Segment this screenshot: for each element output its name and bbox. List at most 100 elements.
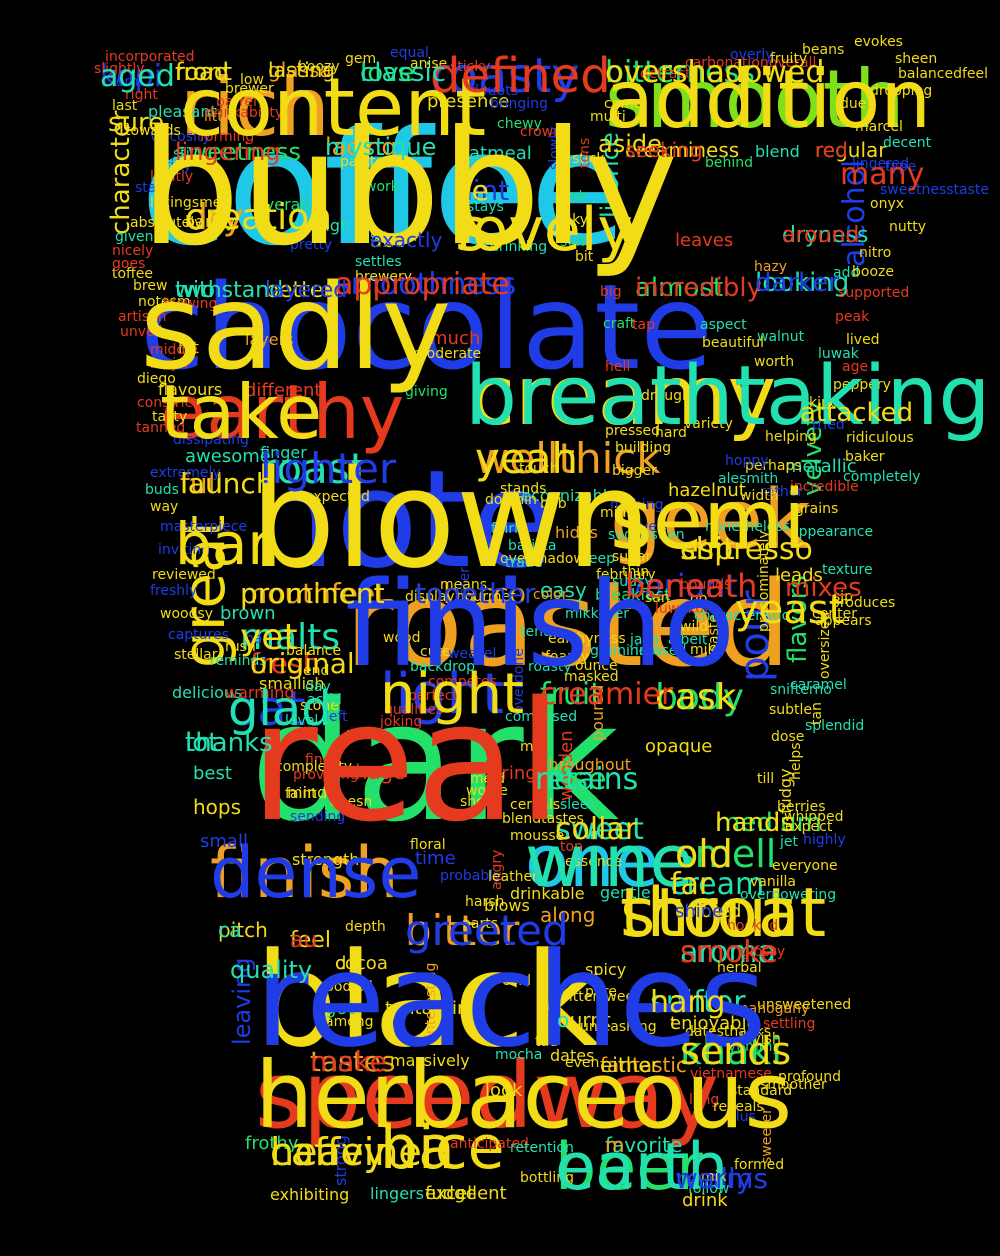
word-drink: drink bbox=[682, 1190, 728, 1211]
word-blend: blend bbox=[755, 142, 800, 161]
word-nothing: nothing bbox=[610, 497, 664, 513]
word-front: front bbox=[175, 58, 233, 86]
word-towards: towards bbox=[125, 123, 181, 139]
word-many: many bbox=[840, 157, 925, 192]
word-spicy: spicy bbox=[585, 960, 627, 979]
word-hops: hops bbox=[193, 795, 242, 819]
word-boozy: boozy bbox=[298, 59, 340, 75]
word-opaque: opaque bbox=[645, 736, 713, 757]
word-giving: giving bbox=[405, 384, 448, 400]
word-warms: warms bbox=[675, 1162, 768, 1195]
word-means: means bbox=[440, 577, 487, 593]
word-brewery: brewery bbox=[355, 269, 413, 285]
word-breakfast: breakfast bbox=[595, 585, 671, 604]
word-bar: bar bbox=[175, 510, 272, 578]
word-old: old bbox=[675, 832, 733, 876]
word-hooked: hooked bbox=[727, 918, 779, 934]
word-dropping: dropping bbox=[870, 83, 933, 99]
word-building: building bbox=[615, 440, 672, 456]
word-breathtaking: breathtaking bbox=[465, 349, 991, 444]
word-sheen: sheen bbox=[895, 51, 938, 67]
word-weasel: weasel bbox=[448, 646, 497, 662]
word-deep: deep bbox=[580, 551, 615, 567]
word-form: form bbox=[111, 74, 144, 90]
word-flavours: flavours bbox=[158, 380, 223, 399]
word-sweetnesstaste: sweetnesstaste bbox=[880, 182, 989, 198]
word-albeit: albeit bbox=[668, 632, 708, 648]
word-nitro: nitro bbox=[859, 245, 892, 261]
word-hoppy: hoppy bbox=[725, 453, 769, 469]
word-finger: finger bbox=[260, 443, 307, 462]
word-ca: ca bbox=[218, 918, 242, 942]
word-oat: oat bbox=[228, 681, 306, 737]
word-stout: stout bbox=[620, 874, 794, 953]
word-masterpiece: masterpiece bbox=[160, 519, 248, 535]
word-type: type bbox=[885, 159, 917, 175]
word-semi: semi bbox=[610, 473, 806, 568]
word-dryness: dryness bbox=[782, 223, 869, 248]
word-given: given bbox=[115, 229, 154, 245]
word-peppery: peppery bbox=[833, 377, 891, 393]
word-content: content bbox=[180, 61, 487, 154]
word-bitterness: bitterness bbox=[605, 55, 755, 90]
word-tan: tan bbox=[809, 702, 825, 725]
word-unsweetened: unsweetened bbox=[757, 997, 852, 1013]
word-cute: cute bbox=[420, 644, 451, 660]
word-rather: rather bbox=[760, 484, 804, 500]
word-appropriate: appropriate bbox=[335, 267, 510, 302]
word-level: level bbox=[285, 713, 319, 729]
word-stellar: stellar bbox=[174, 647, 218, 663]
word-splendid: splendid bbox=[805, 718, 865, 734]
word-complexity: complexity bbox=[275, 759, 352, 775]
word-anticipated: anticipated bbox=[450, 1136, 529, 1152]
word-extremely: extremely bbox=[150, 465, 221, 481]
word-tasty: tasty bbox=[152, 409, 188, 425]
word-meld: meld bbox=[470, 771, 506, 787]
word-settles: settles bbox=[355, 254, 402, 270]
word-aspect: aspect bbox=[700, 317, 747, 333]
word-mousse: mousse bbox=[510, 828, 565, 844]
word-lot: lot bbox=[185, 728, 219, 758]
word-dark: dark bbox=[250, 666, 620, 858]
word-really: really bbox=[675, 1162, 753, 1195]
word-joking: joking bbox=[380, 714, 423, 730]
word-way: way bbox=[150, 499, 179, 515]
word-time: time bbox=[415, 848, 456, 869]
word-smallish: smallish bbox=[259, 674, 325, 693]
word-sip: sip bbox=[833, 589, 854, 605]
word-variant: variant bbox=[625, 567, 739, 605]
word-highly: highly bbox=[803, 832, 846, 848]
word-snifterno: snifterno bbox=[770, 682, 832, 698]
word-retention: retention bbox=[510, 1140, 574, 1156]
word-kopi: kopi bbox=[100, 59, 163, 94]
word-perfect: perfect bbox=[408, 688, 458, 704]
word-hard: hard bbox=[655, 425, 687, 441]
word-wine: wine bbox=[525, 819, 694, 903]
word-wild: wild bbox=[680, 619, 709, 635]
word-stays: stays bbox=[467, 199, 504, 215]
word-yummy: yummy bbox=[728, 1039, 781, 1055]
word-herbal: herbal bbox=[717, 960, 762, 976]
word-helping: helping bbox=[765, 429, 817, 445]
word-hands: hands bbox=[715, 808, 794, 838]
word-thin: thin bbox=[622, 564, 650, 580]
word-dense: dense bbox=[210, 832, 422, 914]
word-herbaceous: herbaceous bbox=[255, 1042, 793, 1149]
word-fairly: fairly bbox=[491, 521, 527, 537]
word-left: left bbox=[325, 709, 348, 725]
word-balance: balance bbox=[286, 643, 342, 659]
word-whipped: whipped bbox=[784, 809, 844, 825]
word-speedway: speedway bbox=[255, 1042, 719, 1149]
word-behind: behind bbox=[705, 155, 754, 171]
word-bring: bring bbox=[490, 763, 537, 784]
word-espresso: espresso bbox=[680, 532, 813, 567]
word-still: still bbox=[173, 146, 198, 162]
word-exhibiting: exhibiting bbox=[270, 1185, 350, 1204]
word-much: much bbox=[430, 328, 481, 349]
word-doubts: doubts bbox=[470, 83, 518, 99]
word-palate: palate bbox=[340, 154, 385, 170]
word-vietnamese: vietnamese bbox=[690, 1066, 772, 1082]
word-booze: booze bbox=[852, 264, 894, 280]
word-datesthanks: datesthanks bbox=[685, 1024, 772, 1040]
